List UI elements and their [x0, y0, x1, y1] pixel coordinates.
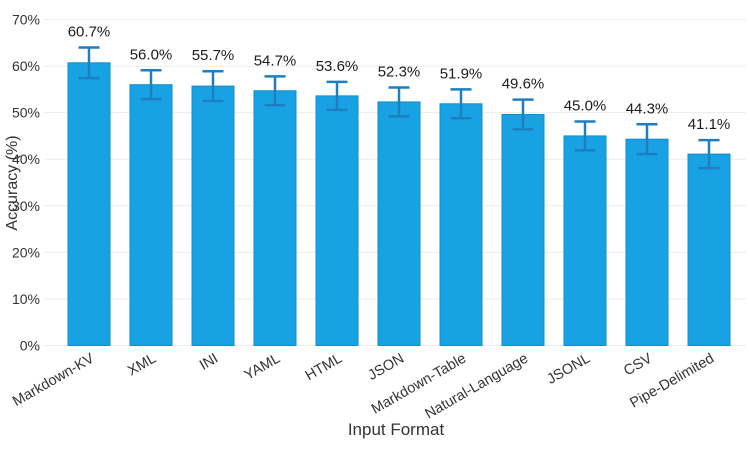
y-tick-label: 0%	[20, 338, 40, 354]
bar	[253, 90, 297, 346]
x-tick-label: JSONL	[545, 351, 593, 388]
x-tick-label: XML	[125, 351, 159, 380]
bar-value-label: 52.3%	[378, 63, 421, 80]
x-tick-label: Markdown-KV	[10, 350, 97, 410]
y-tick-label: 40%	[12, 151, 40, 167]
bar	[315, 95, 359, 347]
bar-value-label: 51.9%	[440, 65, 483, 82]
y-tick-label: 30%	[12, 198, 40, 214]
y-tick-label: 10%	[12, 291, 40, 307]
y-tick-label: 20%	[12, 244, 40, 260]
x-tick-label: JSON	[366, 351, 407, 384]
y-tick-label: 60%	[12, 58, 40, 74]
bar	[129, 84, 173, 346]
x-tick-label: HTML	[303, 351, 345, 385]
bar	[67, 62, 111, 346]
bar	[563, 135, 607, 346]
bar	[439, 103, 483, 347]
y-tick-label: 70%	[12, 12, 40, 28]
bar-value-label: 55.7%	[192, 47, 235, 64]
x-tick-label: YAML	[242, 351, 283, 384]
x-tick-label: CSV	[621, 350, 655, 379]
bar-value-label: 44.3%	[626, 100, 669, 117]
bar	[377, 101, 421, 346]
bar	[501, 114, 545, 347]
bar	[687, 153, 731, 346]
y-tick-label: 50%	[12, 105, 40, 121]
bar-value-label: 41.1%	[688, 116, 731, 133]
bar-value-label: 49.6%	[502, 76, 545, 93]
bar	[191, 85, 235, 347]
bar	[625, 138, 669, 346]
bar-value-label: 56.0%	[130, 46, 173, 63]
bar-value-label: 53.6%	[316, 58, 359, 75]
x-tick-label: Natural-Language	[422, 351, 531, 423]
bar-value-label: 45.0%	[564, 97, 607, 114]
bar-value-label: 54.7%	[254, 52, 297, 69]
bar-value-label: 60.7%	[68, 23, 111, 40]
x-tick-label: INI	[197, 351, 221, 374]
